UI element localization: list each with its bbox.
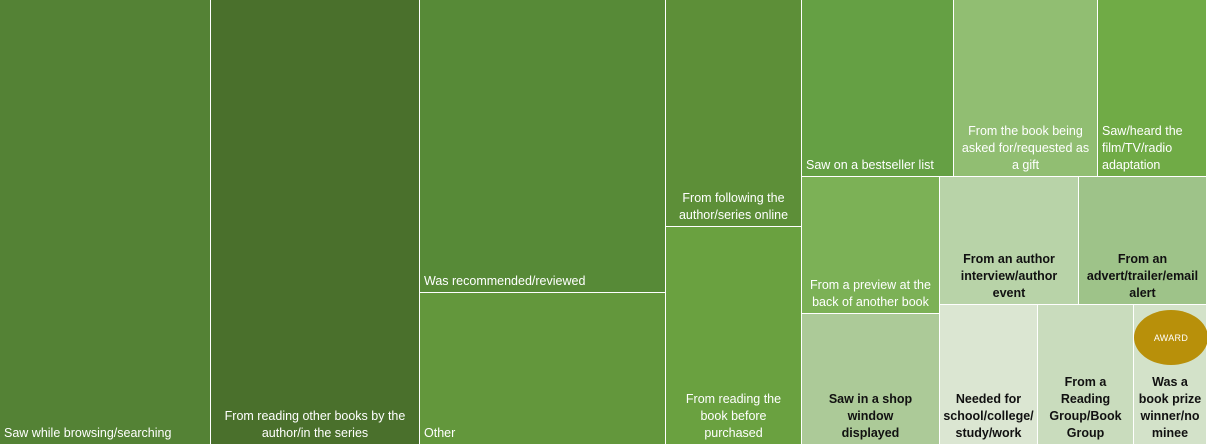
treemap-tile-label: From reading the book before purchased bbox=[685, 392, 782, 440]
treemap-tile-label: From a preview at the back of another bo… bbox=[810, 278, 931, 309]
treemap-tile-label: Saw while browsing/searching bbox=[4, 426, 172, 440]
treemap-tile-saw-in-a-shop-window-displayed: Saw in a shop window displayed bbox=[802, 314, 940, 445]
treemap-tile-needed-for-school-college-study-work: Needed for school/college/ study/work bbox=[940, 305, 1038, 445]
treemap-tile-from-a-reading-group-book-group: From a Reading Group/Book Group bbox=[1038, 305, 1134, 445]
treemap-tile-label: From reading other books by the author/i… bbox=[224, 409, 406, 440]
treemap-tile-label: From following the author/series online bbox=[678, 191, 789, 222]
treemap-tile-from-an-advert-trailer-email-alert: From an advert/trailer/email alert bbox=[1079, 177, 1207, 305]
treemap-tile-saw-on-a-bestseller-list: Saw on a bestseller list bbox=[802, 0, 954, 177]
treemap-tile-was-recommended-reviewed: Was recommended/reviewed bbox=[420, 0, 666, 293]
treemap-tile-label: From the book being asked for/requested … bbox=[961, 124, 1090, 172]
treemap-tile-saw-while-browsing-searching: Saw while browsing/searching bbox=[0, 0, 211, 445]
treemap-tile-from-reading-the-book-before-purchased: From reading the book before purchased bbox=[666, 227, 802, 445]
treemap-tile-label: From an advert/trailer/email alert bbox=[1086, 252, 1199, 300]
treemap-tile-label: Other bbox=[424, 426, 456, 440]
treemap-tile-from-following-the-author-series-online: From following the author/series online bbox=[666, 0, 802, 227]
treemap-tile-other: Other bbox=[420, 293, 666, 445]
treemap-tile-label: Was a book prize winner/no minee bbox=[1138, 375, 1202, 440]
award-badge-label: AWARD bbox=[1153, 332, 1189, 343]
treemap-tile-label: Saw in a shop window displayed bbox=[828, 392, 913, 440]
treemap-tile-label: Saw/heard the film/TV/radio adaptation bbox=[1102, 124, 1183, 172]
treemap-tile-from-the-book-being-asked-for-requested-: From the book being asked for/requested … bbox=[954, 0, 1098, 177]
treemap-tile-label: Was recommended/reviewed bbox=[424, 274, 586, 288]
treemap-tile-from-reading-other-books-by-the-author-i: From reading other books by the author/i… bbox=[211, 0, 420, 445]
treemap-tile-from-a-preview-at-the-back-of-another-bo: From a preview at the back of another bo… bbox=[802, 177, 940, 314]
treemap-tile-saw-heard-the-film-tv-radio-adaptation: Saw/heard the film/TV/radio adaptation bbox=[1098, 0, 1207, 177]
treemap-tile-label: Saw on a bestseller list bbox=[806, 158, 934, 172]
treemap-tile-label: Needed for school/college/ study/work bbox=[943, 392, 1034, 440]
treemap-tile-from-an-author-interview-author-event: From an author interview/author event bbox=[940, 177, 1079, 305]
treemap-tile-label: From a Reading Group/Book Group bbox=[1049, 375, 1122, 440]
treemap-tile-label: From an author interview/author event bbox=[960, 252, 1058, 300]
award-badge: AWARD bbox=[1134, 310, 1207, 365]
